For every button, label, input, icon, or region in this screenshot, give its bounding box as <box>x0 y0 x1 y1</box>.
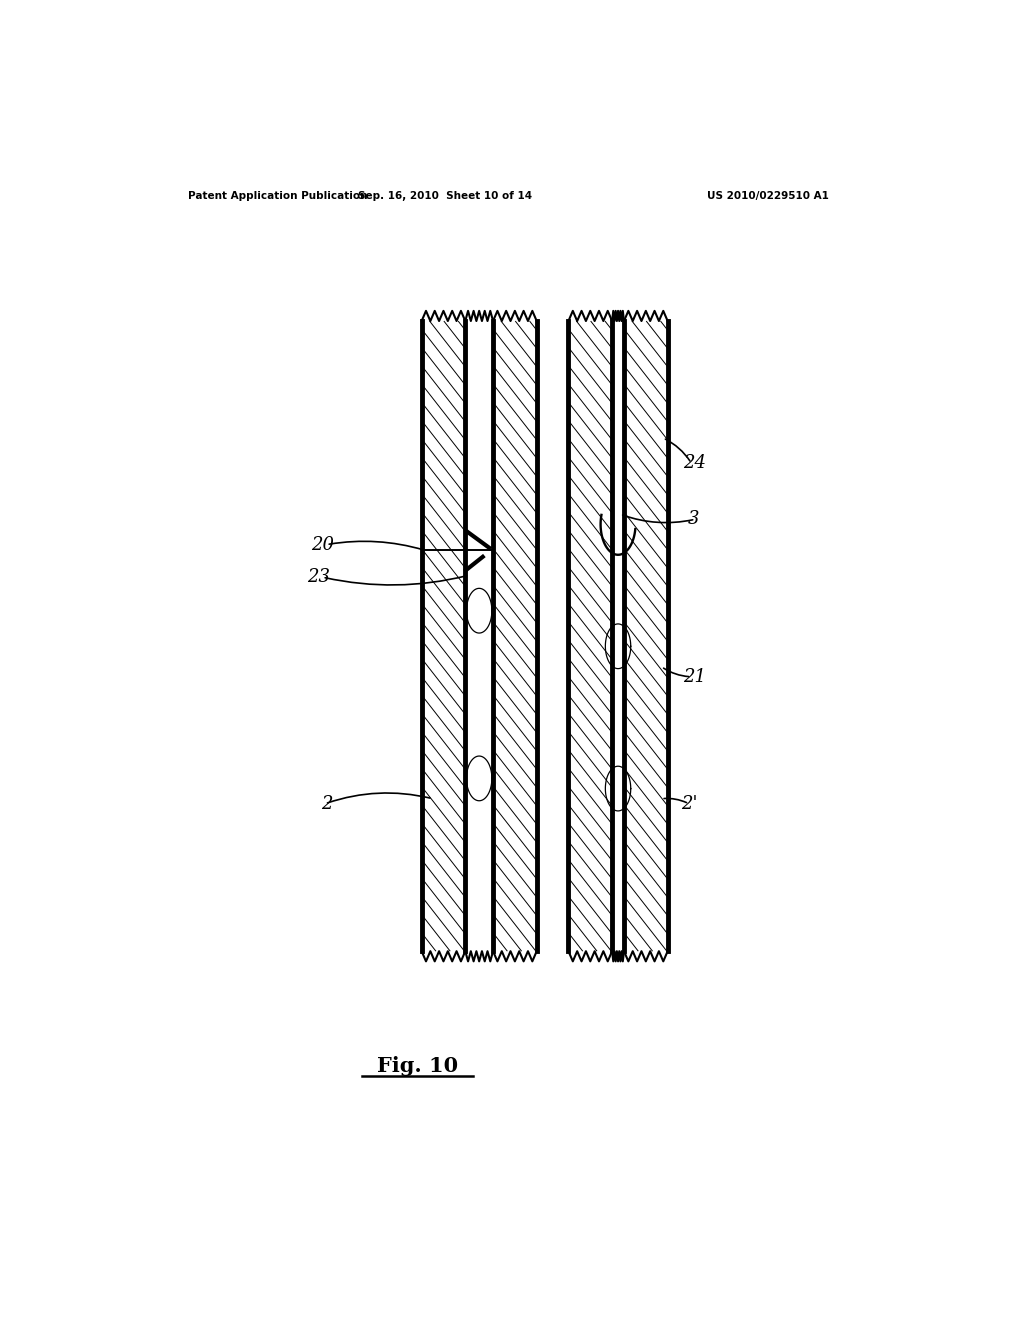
Text: 21: 21 <box>684 668 707 686</box>
Text: 3: 3 <box>687 511 699 528</box>
Text: 2': 2' <box>681 795 697 813</box>
Text: 2: 2 <box>322 795 333 813</box>
Text: 23: 23 <box>307 568 331 586</box>
Text: Sep. 16, 2010  Sheet 10 of 14: Sep. 16, 2010 Sheet 10 of 14 <box>358 191 532 201</box>
Text: Fig. 10: Fig. 10 <box>377 1056 458 1076</box>
Text: Patent Application Publication: Patent Application Publication <box>187 191 367 201</box>
Text: 24: 24 <box>684 454 707 473</box>
Text: 20: 20 <box>311 536 334 553</box>
Text: US 2010/0229510 A1: US 2010/0229510 A1 <box>708 191 829 201</box>
